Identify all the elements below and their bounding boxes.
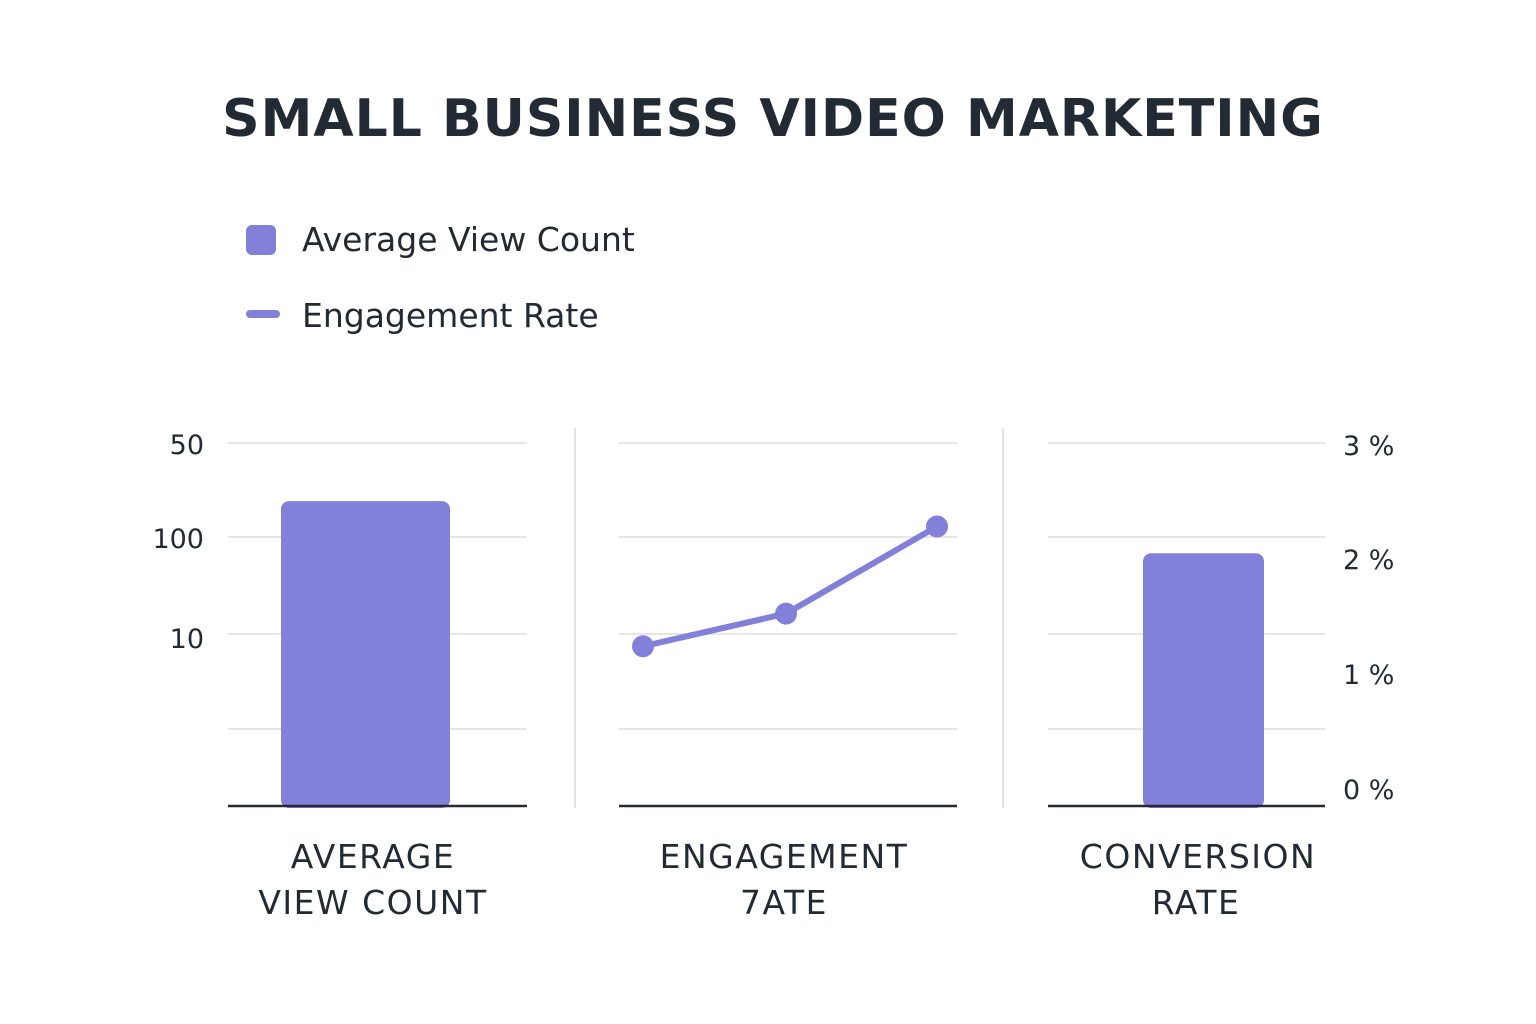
engagement-point	[632, 635, 654, 658]
engagement-point	[775, 602, 797, 625]
left-tick-label: 50	[170, 430, 204, 461]
right-tick-label: 3 %	[1343, 431, 1394, 462]
legend-label-view-count: Average View Count	[302, 220, 635, 259]
legend-label-engagement-rate: Engagement Rate	[302, 296, 599, 335]
category-label-view-count-line1: AVERAGE	[291, 837, 455, 876]
right-axis: 3 % 2 % 1 % 0 %	[1343, 431, 1394, 806]
left-axis: 50 100 10	[152, 430, 204, 655]
bar-conversion-rate	[1143, 553, 1264, 808]
gridlines	[228, 442, 1325, 730]
bar-average-view-count	[281, 501, 450, 808]
right-tick-label: 1 %	[1343, 660, 1394, 691]
category-labels: AVERAGE VIEW COUNT ENGAGEMENT 7ATE CONVE…	[258, 837, 1316, 922]
left-tick-label: 10	[170, 624, 204, 655]
chart-title: SMALL BUSINESS VIDEO MARKETING	[222, 89, 1324, 149]
category-label-conversion-line1: CONVERSION	[1080, 837, 1316, 876]
legend: Average View Count Engagement Rate	[246, 220, 635, 335]
right-tick-label: 2 %	[1343, 545, 1394, 576]
category-label-engagement-line2: 7ATE	[740, 883, 828, 922]
category-label-conversion-line2: RATE	[1152, 883, 1241, 922]
category-label-view-count-line2: VIEW COUNT	[258, 883, 487, 922]
category-label-engagement-line1: ENGAGEMENT	[660, 837, 909, 876]
engagement-rate-line	[640, 523, 940, 650]
legend-swatch-line	[246, 310, 280, 318]
left-tick-label: 100	[152, 524, 204, 555]
engagement-rate-series	[632, 515, 948, 658]
legend-swatch-bar	[246, 225, 276, 255]
engagement-point	[926, 515, 948, 538]
right-tick-label: 0 %	[1343, 775, 1394, 806]
